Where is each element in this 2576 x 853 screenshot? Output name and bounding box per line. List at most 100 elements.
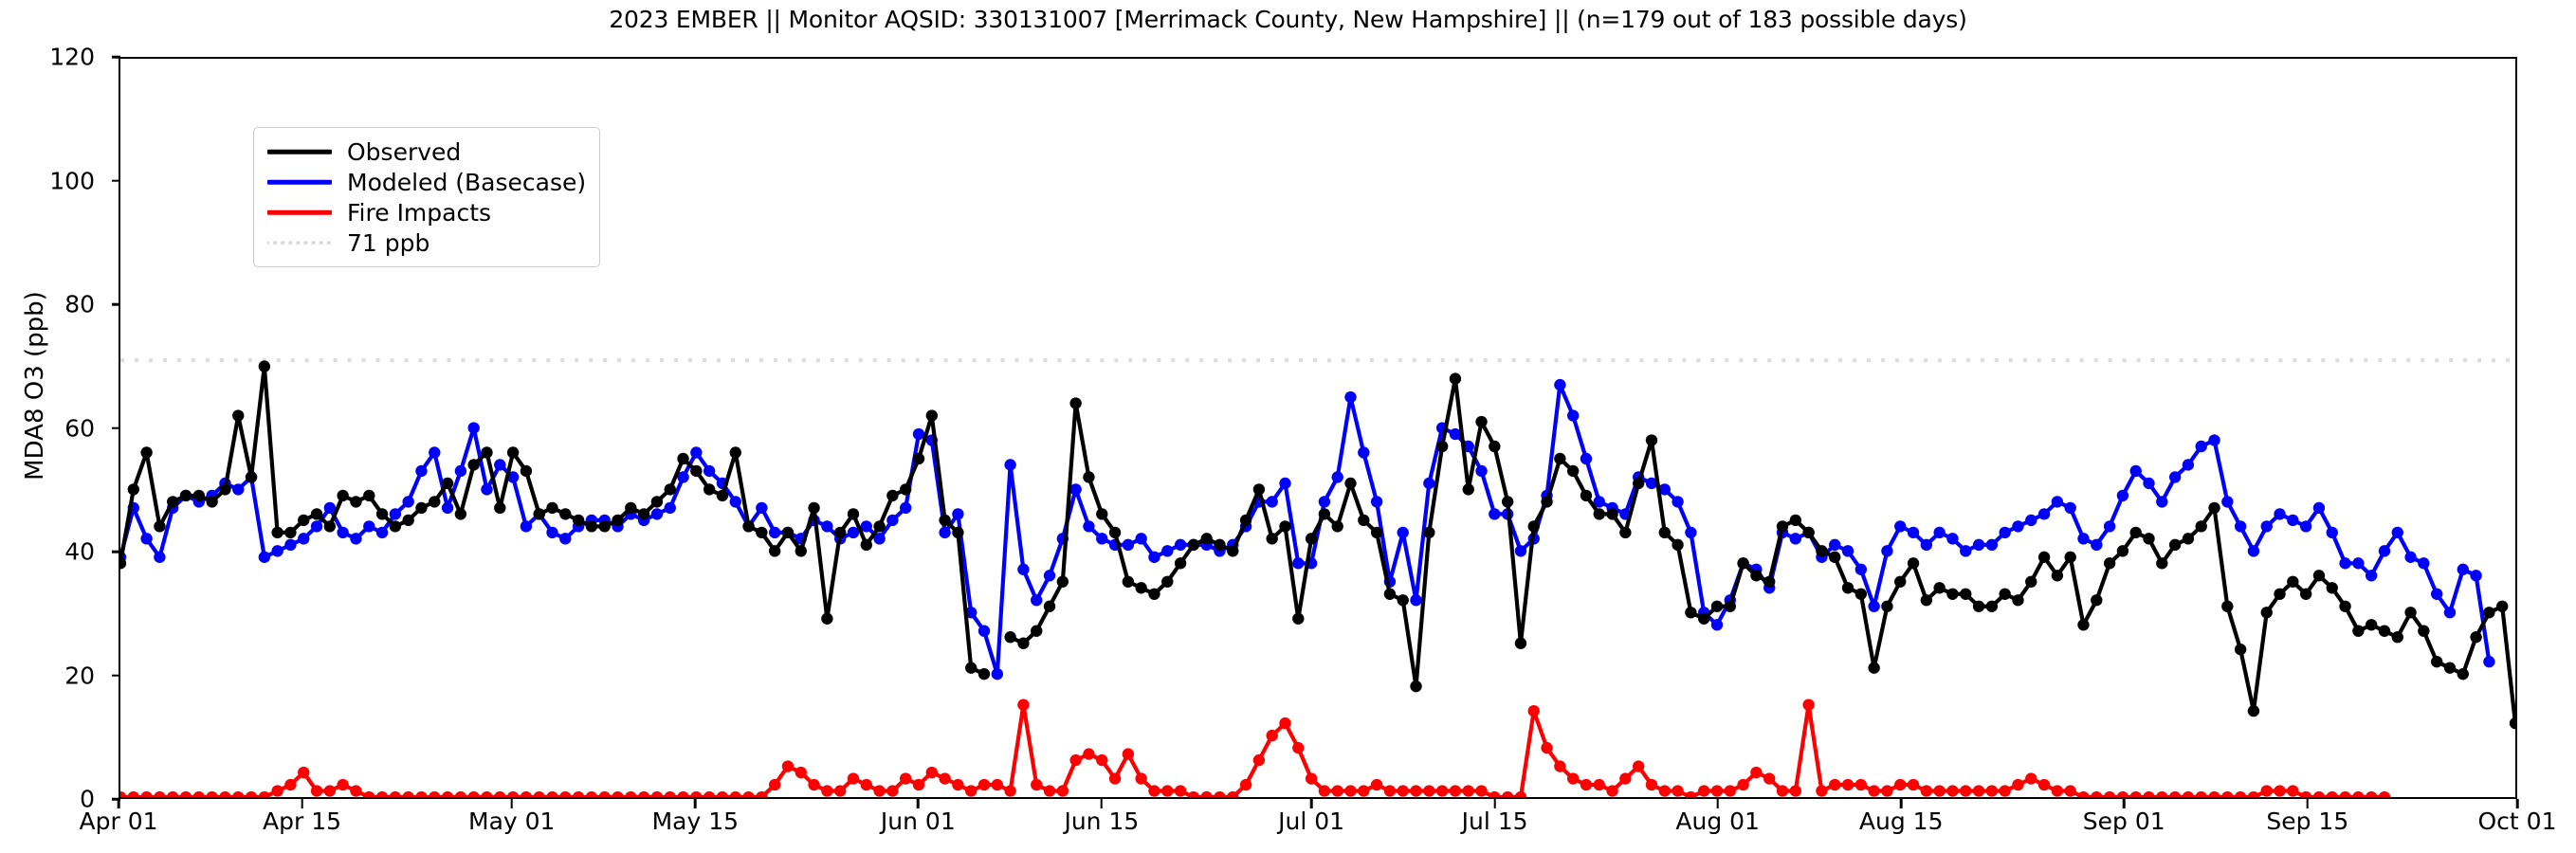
data-point xyxy=(1972,538,1985,552)
data-point xyxy=(2182,533,2195,545)
data-point xyxy=(1593,508,1605,520)
data-point xyxy=(925,766,938,779)
data-point xyxy=(2326,582,2338,594)
data-point xyxy=(1004,785,1016,797)
data-point xyxy=(1750,570,1763,582)
data-point xyxy=(677,790,689,797)
data-point xyxy=(1489,508,1501,520)
x-tick-mark xyxy=(117,799,120,808)
data-point xyxy=(258,790,271,797)
chart-title: 2023 EMBER || Monitor AQSID: 330131007 [… xyxy=(609,6,1967,33)
data-point xyxy=(1632,760,1645,772)
data-point xyxy=(1763,575,1776,588)
data-point xyxy=(2326,526,2338,539)
data-point xyxy=(1358,514,1370,527)
data-point xyxy=(1292,741,1305,754)
data-point xyxy=(1527,520,1540,533)
data-point xyxy=(232,790,245,797)
data-point xyxy=(1501,790,1514,797)
data-point xyxy=(1069,397,1082,409)
data-point xyxy=(2064,501,2076,515)
data-point xyxy=(559,533,572,545)
data-point xyxy=(873,520,886,533)
data-point xyxy=(1344,390,1357,404)
data-point xyxy=(2509,717,2515,730)
chart-legend[interactable]: Observed Modeled (Basecase) Fire Impacts 71… xyxy=(253,127,601,267)
data-point xyxy=(1174,538,1187,552)
data-point xyxy=(415,464,428,478)
data-point xyxy=(2418,557,2430,570)
data-point xyxy=(1435,440,1449,453)
data-point xyxy=(2195,790,2207,797)
data-point xyxy=(756,501,768,515)
data-point xyxy=(1397,526,1409,539)
data-point xyxy=(284,778,297,791)
data-point xyxy=(2352,557,2365,570)
data-point xyxy=(768,778,781,791)
data-point xyxy=(1174,785,1187,797)
data-point xyxy=(1554,760,1566,772)
legend-item[interactable]: Observed xyxy=(265,136,586,167)
data-point xyxy=(1449,785,1462,797)
data-point xyxy=(912,452,925,465)
data-point xyxy=(1816,785,1828,797)
data-point xyxy=(1096,533,1108,545)
data-point xyxy=(337,778,349,791)
legend-item[interactable]: Modeled (Basecase) xyxy=(265,167,586,197)
data-point xyxy=(2103,790,2116,797)
data-point xyxy=(781,526,795,539)
data-point xyxy=(2312,790,2326,797)
data-point xyxy=(886,514,899,527)
data-point xyxy=(2326,790,2338,797)
data-point xyxy=(912,427,925,441)
data-point xyxy=(167,790,179,797)
data-point xyxy=(768,526,781,539)
data-point xyxy=(1816,545,1828,557)
data-point xyxy=(1514,637,1527,649)
data-point xyxy=(1580,778,1593,791)
data-point xyxy=(1135,582,1147,594)
data-point xyxy=(781,760,795,772)
data-point xyxy=(1750,766,1763,779)
data-point xyxy=(179,790,192,797)
data-point xyxy=(546,790,558,797)
data-point xyxy=(637,508,650,520)
data-point xyxy=(2156,496,2168,508)
data-point xyxy=(2312,501,2326,515)
data-point xyxy=(2025,772,2037,785)
data-point xyxy=(1305,533,1318,545)
data-point xyxy=(2299,520,2312,533)
data-point xyxy=(2143,790,2155,797)
data-point xyxy=(323,520,337,533)
data-point xyxy=(2299,790,2312,797)
data-point xyxy=(2365,619,2378,631)
data-point xyxy=(1985,785,1999,797)
data-point xyxy=(206,790,218,797)
data-point xyxy=(2037,508,2051,520)
data-point xyxy=(415,501,428,515)
data-point xyxy=(337,489,349,502)
data-point xyxy=(886,785,899,797)
data-point xyxy=(167,496,179,508)
data-point xyxy=(120,557,127,570)
data-point xyxy=(2077,533,2090,545)
data-point xyxy=(1004,459,1016,471)
data-point xyxy=(847,772,860,785)
x-tick-label: Sep 15 xyxy=(2266,808,2349,835)
legend-item[interactable]: Fire Impacts xyxy=(265,197,586,227)
data-point xyxy=(1802,526,1815,539)
legend-line xyxy=(267,179,332,185)
data-point xyxy=(2274,785,2286,797)
data-point xyxy=(140,790,153,797)
data-point xyxy=(1776,520,1789,533)
y-tick-label: 60 xyxy=(64,414,95,442)
data-point xyxy=(1122,575,1135,588)
data-point xyxy=(860,538,872,552)
series-fire-impacts xyxy=(120,699,2391,797)
data-point xyxy=(1017,637,1030,649)
data-point xyxy=(703,790,716,797)
legend-item[interactable]: 71 ppb xyxy=(265,227,586,258)
data-point xyxy=(298,514,310,527)
data-point xyxy=(1907,557,1920,570)
data-point xyxy=(1501,496,1514,508)
